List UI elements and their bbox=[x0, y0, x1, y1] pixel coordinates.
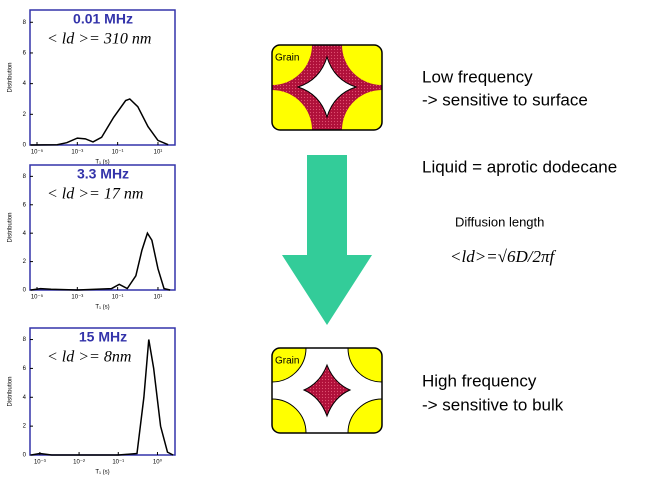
y-tick-label: 6 bbox=[23, 202, 27, 208]
y-tick-label: 4 bbox=[23, 395, 27, 401]
plot-frame bbox=[30, 328, 175, 455]
y-tick-label: 6 bbox=[23, 51, 27, 57]
y-tick-label: 4 bbox=[23, 81, 27, 87]
x-tick-label: 10⁻³ bbox=[71, 295, 83, 301]
text: -> sensitive to surface bbox=[422, 90, 588, 109]
y-axis-label: Distribution bbox=[8, 376, 14, 406]
x-tick-label: 10⁰ bbox=[153, 459, 163, 466]
y-tick-label: 2 bbox=[23, 424, 27, 430]
x-tick-label: 10¹ bbox=[154, 150, 163, 156]
annotation: < ld >= 8nm bbox=[47, 349, 131, 366]
plot-frame bbox=[30, 165, 175, 290]
x-tick-label: 10⁻¹ bbox=[112, 460, 124, 466]
grain-bulk: Grain bbox=[238, 314, 416, 467]
grain-surface: Grain bbox=[232, 5, 422, 170]
text: High frequency bbox=[422, 371, 537, 390]
chart-title: 3.3 MHz bbox=[77, 166, 129, 182]
y-tick-label: 0 bbox=[23, 288, 27, 294]
x-axis-label: T₁ (s) bbox=[95, 470, 109, 476]
x-tick-label: 10⁻² bbox=[73, 460, 85, 466]
y-tick-label: 0 bbox=[23, 453, 27, 459]
y-tick-label: 8 bbox=[23, 337, 27, 343]
formula: <ld>=√6D/2πf bbox=[450, 247, 556, 266]
text: Diffusion length bbox=[455, 214, 544, 229]
y-axis-label: Distribution bbox=[8, 62, 14, 92]
y-tick-label: 0 bbox=[23, 143, 27, 149]
x-tick-label: 10⁻⁵ bbox=[31, 294, 44, 301]
chart-title: 0.01 MHz bbox=[73, 11, 133, 27]
line bbox=[31, 233, 170, 290]
text: Liquid = aprotic dodecane bbox=[422, 157, 617, 176]
x-tick-label: 10⁻³ bbox=[71, 150, 83, 156]
y-tick-label: 8 bbox=[23, 174, 27, 180]
annotation: < ld >= 310 nm bbox=[47, 31, 151, 48]
y-tick-label: 8 bbox=[23, 20, 27, 26]
label: Grain bbox=[275, 356, 299, 367]
annotation: < ld >= 17 nm bbox=[47, 186, 143, 203]
y-axis-label: Distribution bbox=[8, 212, 14, 242]
y-tick-label: 2 bbox=[23, 112, 27, 118]
label: Grain bbox=[275, 53, 299, 64]
x-tick-label: 10⁻⁵ bbox=[31, 149, 44, 156]
y-tick-label: 4 bbox=[23, 231, 27, 237]
text: -> sensitive to bulk bbox=[422, 395, 564, 414]
x-tick-label: 10⁻¹ bbox=[112, 295, 124, 301]
y-tick-label: 6 bbox=[23, 366, 27, 372]
line bbox=[31, 99, 168, 145]
x-tick-label: 10⁻³ bbox=[34, 460, 46, 466]
x-tick-label: 10⁻¹ bbox=[112, 150, 124, 156]
text: Low frequency bbox=[422, 67, 533, 86]
arrow bbox=[282, 155, 372, 325]
chart-title: 15 MHz bbox=[79, 329, 127, 345]
slide: Grain Grain Low frequency -> sensitive t… bbox=[0, 0, 664, 477]
x-tick-label: 10¹ bbox=[154, 295, 163, 301]
y-tick-label: 2 bbox=[23, 259, 27, 265]
x-axis-label: T₁ (s) bbox=[95, 305, 109, 311]
